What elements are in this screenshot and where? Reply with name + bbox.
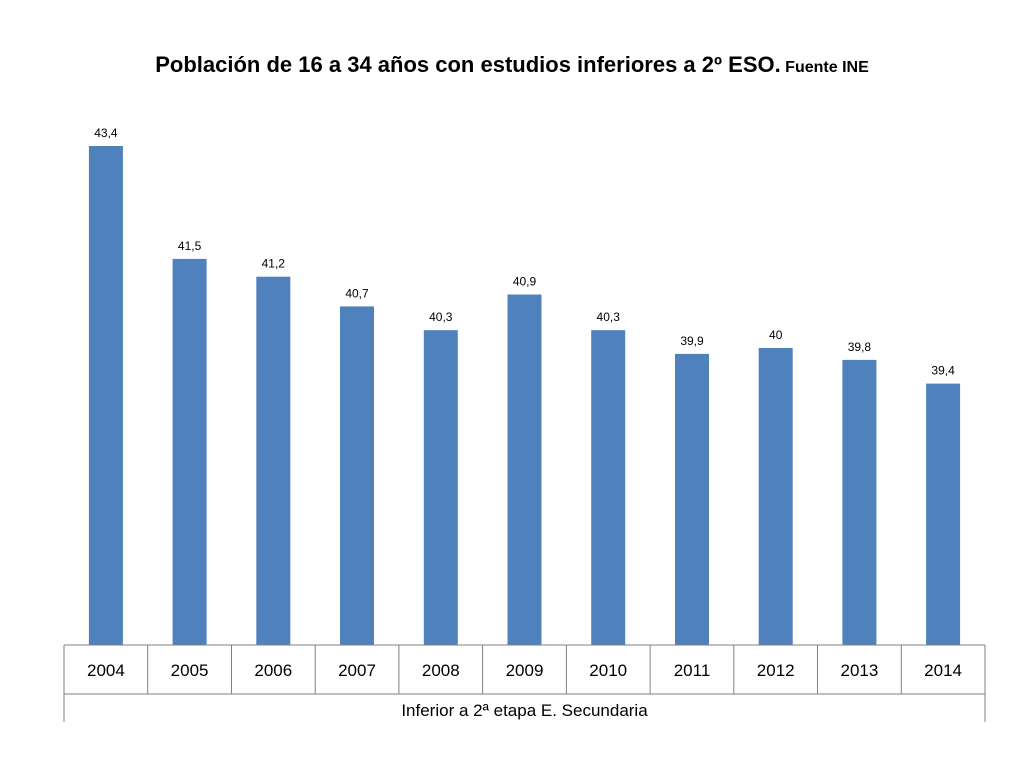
data-label-2011: 39,9: [680, 334, 704, 348]
bar-2012: [758, 348, 793, 645]
bar-2014: [926, 383, 961, 645]
category-label-2004: 2004: [87, 661, 125, 680]
bar-2009: [507, 294, 542, 645]
series-label: Inferior a 2ª etapa E. Secundaria: [401, 701, 648, 720]
data-label-2010: 40,3: [597, 310, 621, 324]
category-label-2009: 2009: [506, 661, 544, 680]
bar-2007: [340, 306, 374, 645]
category-label-2011: 2011: [674, 661, 711, 680]
category-label-2010: 2010: [589, 661, 627, 680]
data-label-2009: 40,9: [513, 275, 537, 289]
data-label-2012: 40: [769, 328, 783, 342]
data-label-2004: 43,4: [94, 126, 118, 140]
bar-2005: [172, 258, 207, 645]
data-label-2013: 39,8: [848, 340, 872, 354]
category-label-2012: 2012: [757, 661, 795, 680]
bar-2008: [423, 330, 458, 645]
category-label-2005: 2005: [171, 661, 209, 680]
chart-title-main: Población de 16 a 34 años con estudios i…: [155, 52, 781, 77]
data-label-2007: 40,7: [345, 286, 369, 300]
category-label-2014: 2014: [924, 661, 962, 680]
bar-2011: [675, 353, 709, 645]
bar-2006: [256, 276, 291, 645]
chart-title: Población de 16 a 34 años con estudios i…: [0, 52, 1024, 78]
bar-2010: [591, 330, 626, 645]
data-label-2014: 39,4: [931, 364, 955, 378]
data-label-2005: 41,5: [178, 239, 202, 253]
category-label-2006: 2006: [254, 661, 292, 680]
data-label-2008: 40,3: [429, 310, 453, 324]
category-label-2008: 2008: [422, 661, 460, 680]
category-label-2007: 2007: [338, 661, 376, 680]
bar-2004: [88, 146, 123, 645]
category-label-2013: 2013: [840, 661, 878, 680]
chart-subtitle: Fuente INE: [785, 59, 869, 76]
data-label-2006: 41,2: [262, 257, 286, 271]
bar-2013: [842, 359, 877, 645]
